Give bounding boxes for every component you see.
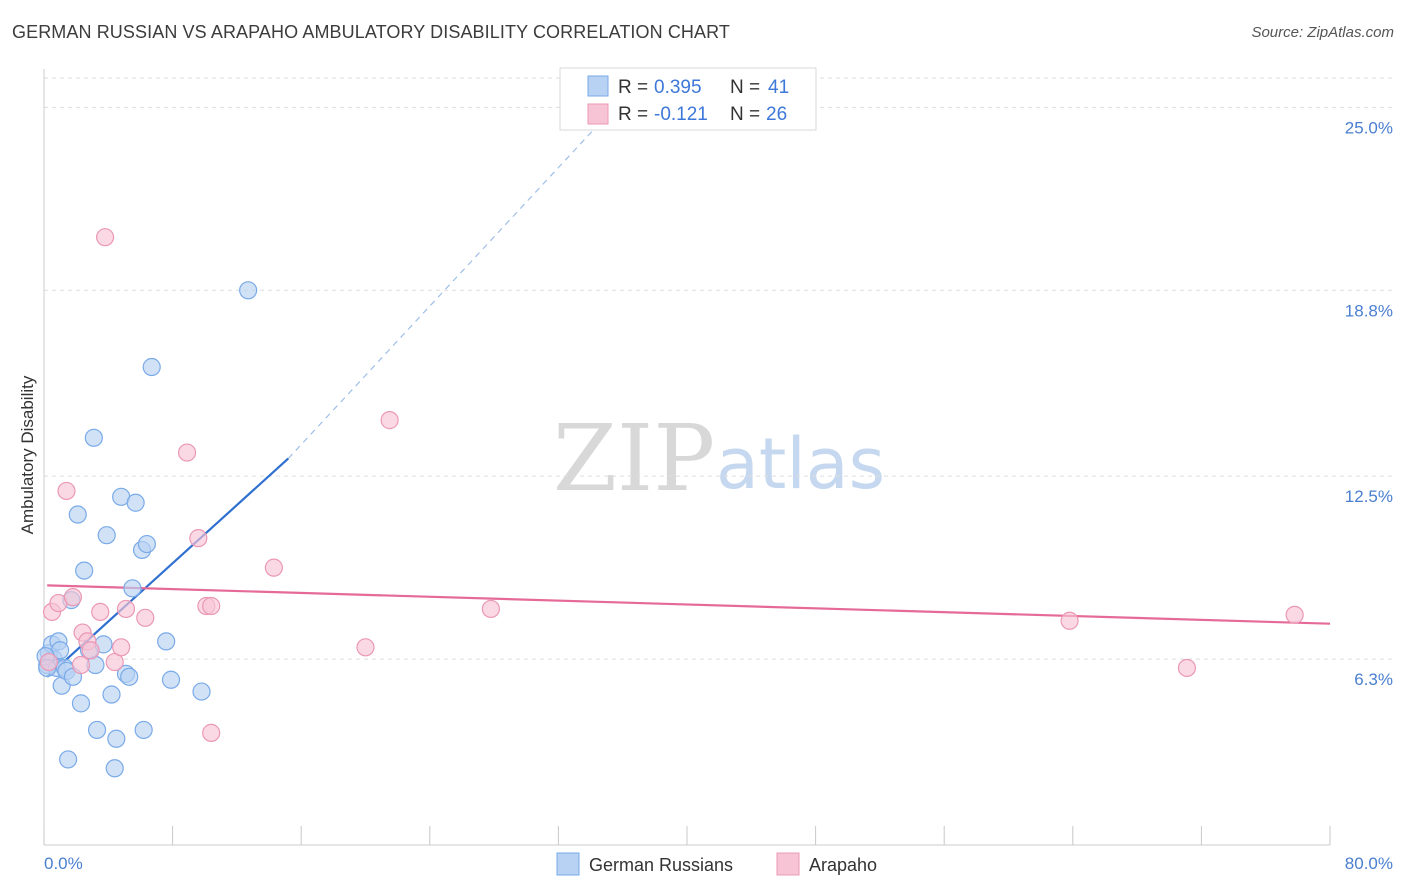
watermark-atlas: atlas <box>716 423 885 505</box>
y-tick-label-2: 18.8% <box>1345 301 1393 320</box>
x-ticks: 0.0% 80.0% <box>44 854 1393 873</box>
point-german-russians-28 <box>120 667 139 686</box>
legend-r-value-2: -0.121 <box>654 104 708 125</box>
point-german-russians-38 <box>239 281 258 300</box>
y-ticks: 6.3% 12.5% 18.8% 25.0% <box>1345 118 1393 689</box>
watermark-zip: ZIP <box>553 405 715 512</box>
point-german-russians-22 <box>97 526 116 545</box>
data-points <box>36 228 1304 778</box>
gridlines <box>44 77 1394 660</box>
y-tick-label-3: 25.0% <box>1345 118 1393 137</box>
point-arapaho-4 <box>63 588 83 607</box>
legend-n-label-1: N = <box>730 77 760 98</box>
series-legend-swatch-arapaho <box>776 852 800 876</box>
legend-r-label-2: R = <box>618 104 648 125</box>
point-german-russians-23 <box>102 685 121 704</box>
point-german-russians-29 <box>123 579 142 598</box>
point-arapaho-18 <box>202 596 221 616</box>
point-german-russians-24 <box>105 759 124 778</box>
y-tick-label-0: 6.3% <box>1354 670 1393 689</box>
point-arapaho-15 <box>177 443 197 462</box>
point-arapaho-19 <box>202 723 221 742</box>
series-legend-german-russians: German Russians <box>589 855 733 875</box>
point-arapaho-21 <box>356 638 375 657</box>
point-german-russians-15 <box>71 694 91 713</box>
point-arapaho-25 <box>1177 658 1197 678</box>
point-german-russians-34 <box>142 357 161 377</box>
point-arapaho-16 <box>189 529 208 548</box>
point-arapaho-12 <box>112 638 131 657</box>
legend-n-value-1: 41 <box>768 77 789 98</box>
point-german-russians-20 <box>87 720 107 740</box>
point-german-russians-37 <box>192 682 211 701</box>
point-arapaho-8 <box>81 641 100 660</box>
series-legend: German Russians Arapaho <box>556 852 877 876</box>
source-label: Source: ZipAtlas.com <box>1251 24 1394 41</box>
point-german-russians-36 <box>161 670 181 689</box>
point-arapaho-23 <box>481 599 500 619</box>
legend-swatch-arapaho <box>587 103 609 125</box>
point-german-russians-30 <box>126 493 145 512</box>
point-arapaho-0 <box>39 652 58 672</box>
point-arapaho-14 <box>136 608 155 627</box>
point-arapaho-20 <box>264 558 283 577</box>
point-german-russians-18 <box>84 428 103 447</box>
legend: R = 0.395 N = 41 R = -0.121 N = 26 <box>559 67 817 131</box>
legend-swatch-german-russians <box>587 75 609 97</box>
trend-line-arapaho <box>47 584 1331 625</box>
legend-r-label-1: R = <box>618 77 648 98</box>
point-arapaho-26 <box>1285 605 1304 624</box>
trend-line-german-russians-extension <box>287 89 632 459</box>
point-arapaho-3 <box>57 481 76 501</box>
point-german-russians-32 <box>134 720 153 740</box>
y-tick-label-1: 12.5% <box>1345 487 1393 506</box>
series-legend-arapaho: Arapaho <box>809 855 877 875</box>
axes <box>43 69 1331 846</box>
legend-r-value-1: 0.395 <box>654 77 702 98</box>
point-arapaho-22 <box>380 411 399 430</box>
point-arapaho-13 <box>116 599 136 619</box>
chart-title: GERMAN RUSSIAN VS ARAPAHO AMBULATORY DIS… <box>12 22 731 42</box>
point-arapaho-5 <box>71 655 91 675</box>
point-german-russians-14 <box>68 505 87 524</box>
point-arapaho-24 <box>1060 611 1079 630</box>
x-tick-label-min: 0.0% <box>44 854 83 873</box>
series-legend-swatch-german-russians <box>556 852 580 876</box>
watermark: ZIP atlas <box>553 405 885 512</box>
point-arapaho-9 <box>91 602 110 622</box>
point-german-russians-11 <box>59 750 78 769</box>
x-tick-label-max: 80.0% <box>1345 854 1393 873</box>
point-arapaho-10 <box>95 228 115 247</box>
point-german-russians-16 <box>75 561 94 580</box>
trend-lines <box>46 89 1331 678</box>
point-german-russians-25 <box>107 729 126 748</box>
legend-n-label-2: N = <box>730 104 760 125</box>
point-german-russians-35 <box>157 632 176 651</box>
legend-n-value-2: 26 <box>766 104 787 125</box>
point-german-russians-33 <box>137 534 156 554</box>
